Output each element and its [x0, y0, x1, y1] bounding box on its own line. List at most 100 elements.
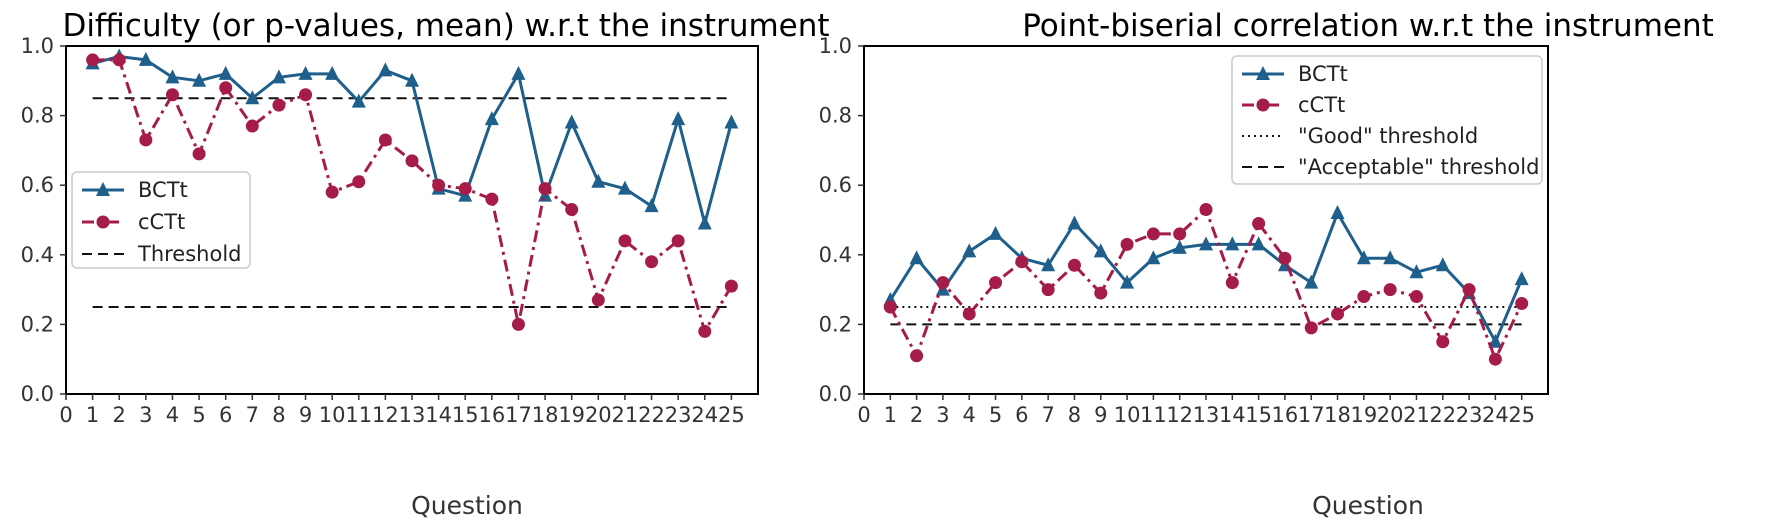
data-point: [1041, 283, 1055, 297]
x-tick-label: 23: [1456, 403, 1483, 427]
data-point: [591, 173, 606, 188]
x-tick-label: 9: [1094, 403, 1107, 427]
data-point: [962, 243, 977, 258]
data-point: [1515, 297, 1529, 311]
data-point: [618, 234, 632, 248]
x-tick-label: 14: [425, 403, 452, 427]
x-tick-label: 12: [1166, 403, 1193, 427]
data-point: [485, 192, 499, 206]
y-tick-label: 1.0: [819, 34, 852, 58]
x-tick-label: 11: [1140, 403, 1167, 427]
data-point: [245, 119, 259, 133]
data-point: [1094, 286, 1108, 300]
data-point: [245, 90, 260, 105]
data-point: [671, 234, 685, 248]
y-tick-label: 0.8: [819, 104, 852, 128]
data-point: [325, 65, 340, 80]
x-tick-label: 6: [219, 403, 232, 427]
data-point: [989, 276, 1003, 290]
data-point: [1067, 258, 1081, 272]
data-point: [1120, 237, 1134, 251]
legend-label: BCTt: [138, 178, 188, 202]
x-tick-label: 7: [1041, 403, 1054, 427]
chart-title: Difficulty (or p-values, mean) w.r.t the…: [62, 8, 829, 44]
data-point: [165, 88, 179, 102]
data-point: [1251, 236, 1266, 251]
data-point: [645, 255, 659, 269]
data-point: [617, 180, 632, 195]
series-line-bctt: [889, 211, 1524, 344]
y-tick-label: 0.6: [21, 173, 54, 197]
x-tick-label: 19: [558, 403, 585, 427]
data-point: [405, 72, 419, 87]
data-point: [1172, 239, 1187, 254]
data-point: [1199, 236, 1213, 251]
legend-marker: [96, 182, 110, 196]
legend-box: [71, 171, 251, 269]
y-tick-label: 0.6: [819, 173, 852, 197]
data-point: [962, 307, 976, 321]
data-point: [511, 65, 526, 80]
data-point: [352, 175, 366, 189]
chart-title: Point-biserial correlation w.r.t the ins…: [1022, 8, 1714, 44]
data-point: [538, 182, 552, 196]
x-tick-label: 2: [113, 403, 126, 427]
data-point: [271, 69, 286, 84]
data-point: [1067, 215, 1082, 230]
data-point: [1331, 307, 1345, 321]
legend-label: "Good" threshold: [1298, 124, 1478, 148]
data-point: [192, 72, 207, 87]
data-point: [192, 147, 206, 161]
data-point: [697, 215, 712, 230]
data-point: [671, 111, 686, 126]
legend-label: cCTt: [1298, 93, 1345, 117]
data-point: [1383, 250, 1398, 265]
y-tick-label: 1.0: [21, 34, 54, 58]
data-point: [1462, 283, 1476, 297]
x-tick-label: 13: [1193, 403, 1220, 427]
legend-box: [1231, 55, 1543, 185]
x-tick-label: 15: [452, 403, 479, 427]
data-point: [1357, 290, 1371, 304]
data-point: [139, 133, 153, 147]
data-point: [219, 81, 233, 95]
x-tick-label: 6: [1015, 403, 1028, 427]
data-point: [351, 93, 366, 108]
series-line-cctt: [888, 208, 1524, 361]
y-tick-label: 0.0: [819, 382, 852, 406]
data-point: [1252, 216, 1266, 230]
data-point: [988, 225, 1003, 240]
x-tick-label: 18: [532, 403, 559, 427]
x-tick-label: 25: [1508, 403, 1535, 427]
x-tick-label: 9: [299, 403, 312, 427]
data-point: [138, 51, 153, 66]
data-point: [378, 133, 392, 147]
x-tick-label: 22: [1429, 403, 1456, 427]
x-tick-label: 5: [192, 403, 205, 427]
x-tick-label: 0: [857, 403, 870, 427]
x-tick-label: 16: [478, 403, 505, 427]
x-tick-label: 3: [139, 403, 152, 427]
x-tick-label: 19: [1350, 403, 1377, 427]
data-point: [1278, 251, 1292, 265]
x-tick-label: 8: [1068, 403, 1081, 427]
data-point: [1146, 227, 1160, 241]
y-tick-label: 0.8: [21, 104, 54, 128]
data-point: [1225, 236, 1240, 251]
data-point: [910, 349, 924, 363]
data-point: [1488, 352, 1502, 366]
x-tick-label: 24: [691, 403, 718, 427]
data-point: [1383, 283, 1397, 297]
x-tick-label: 12: [372, 403, 399, 427]
data-point: [458, 182, 472, 196]
x-tick-label: 4: [166, 403, 179, 427]
data-point: [432, 178, 446, 192]
legend-marker: [1256, 98, 1270, 112]
difficulty-chart: Difficulty (or p-values, mean) w.r.t the…: [21, 8, 830, 520]
x-axis-label: Question: [411, 491, 523, 520]
x-tick-label: 20: [1377, 403, 1404, 427]
data-point: [511, 317, 525, 331]
x-tick-label: 10: [1114, 403, 1141, 427]
data-point: [1356, 250, 1371, 265]
legend-label: Threshold: [137, 242, 242, 266]
